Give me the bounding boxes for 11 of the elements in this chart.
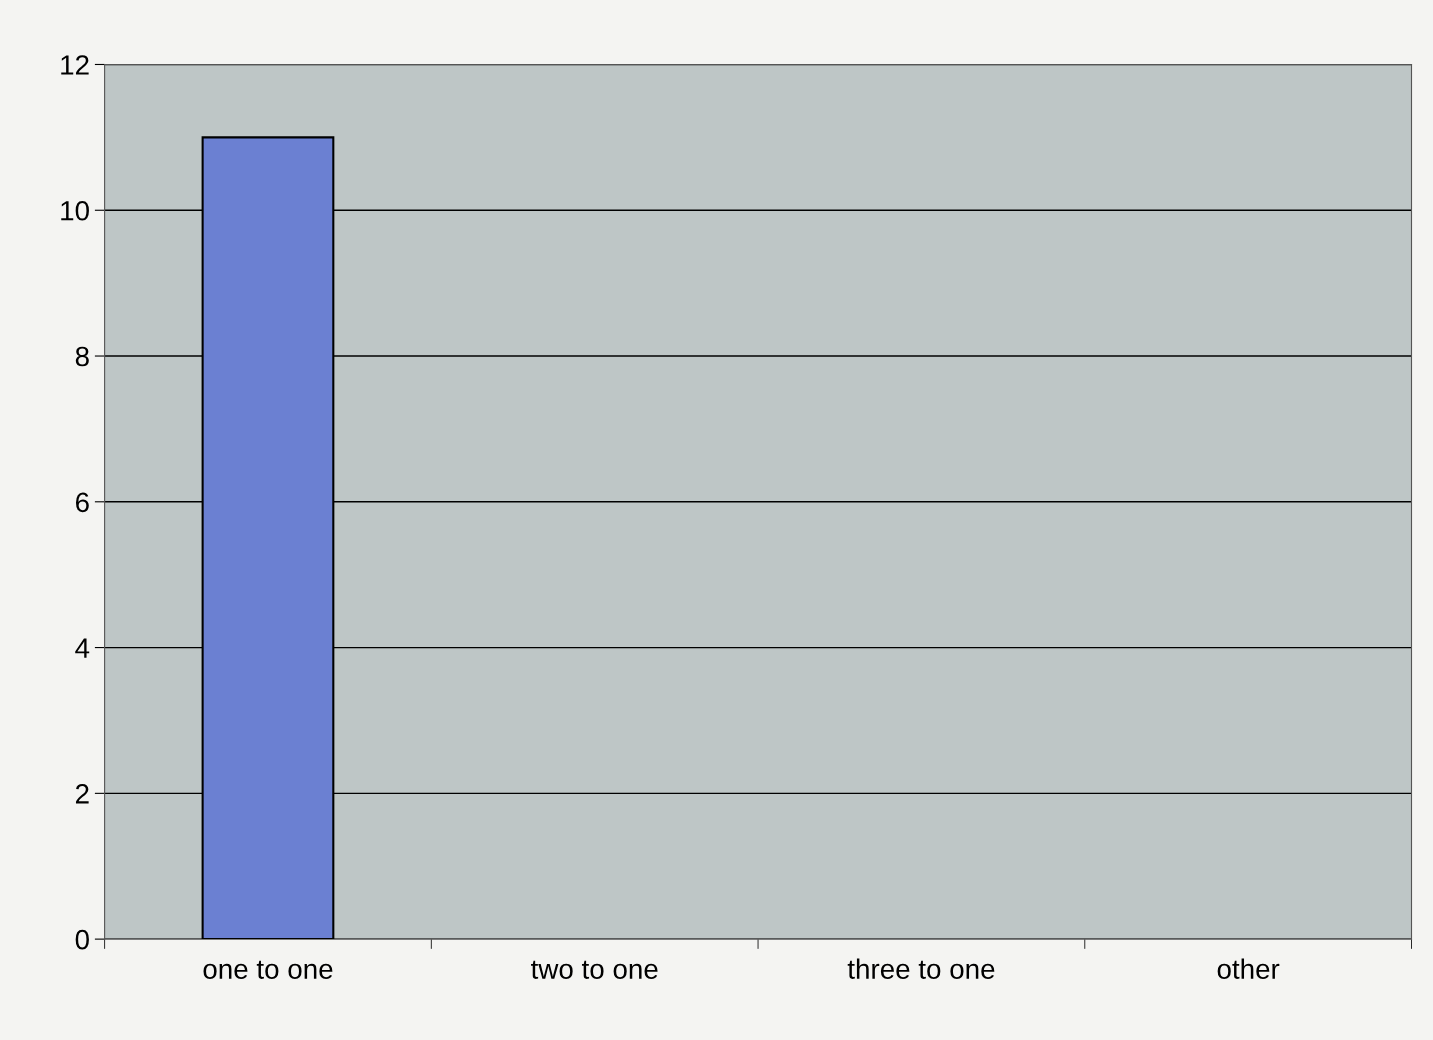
y-tick-label: 10 <box>61 200 89 221</box>
y-tick-label: 12 <box>61 55 89 75</box>
y-tick-label: 8 <box>75 346 89 367</box>
x-tick-label: three to one <box>847 958 995 979</box>
x-tick-label: two to one <box>531 960 658 979</box>
y-tick-label: 0 <box>75 929 89 950</box>
y-tick-label: 6 <box>75 492 89 513</box>
y-tick-label: 2 <box>75 784 89 804</box>
x-tick-label: one to one <box>203 960 333 979</box>
x-tick-label: other <box>1217 958 1280 979</box>
y-tick-label: 4 <box>75 638 90 658</box>
